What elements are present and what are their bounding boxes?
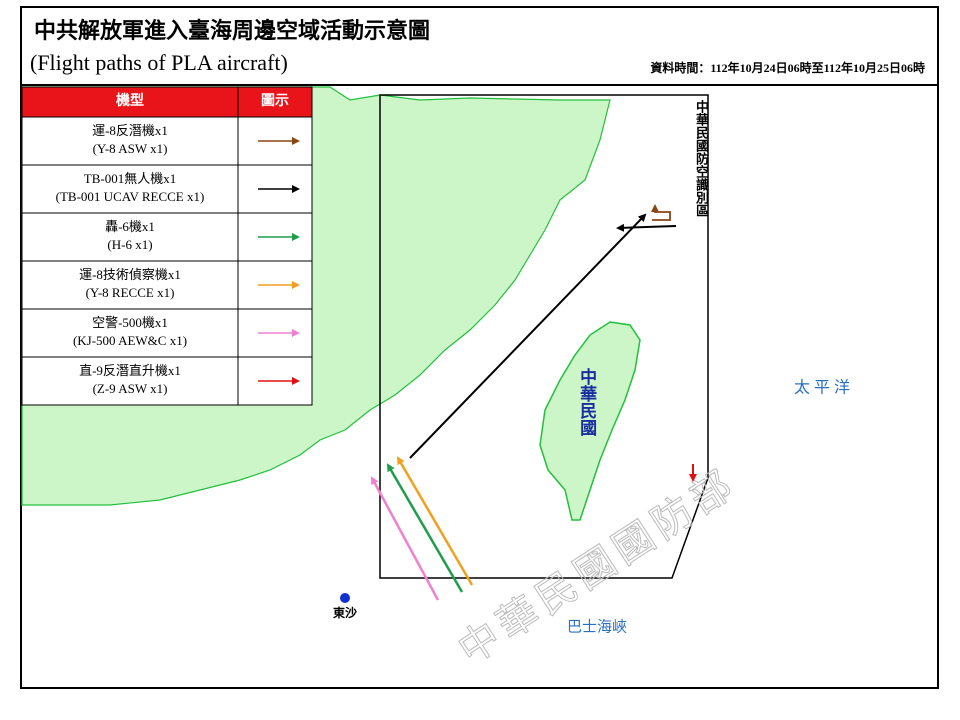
- legend-name-en: (Z-9 ASW x1): [93, 381, 168, 396]
- bashi-label: 巴士海峽: [567, 618, 627, 635]
- legend-name-en: (TB-001 UCAV RECCE x1): [56, 189, 205, 204]
- date: 資料時間：112年10月24日06時至112年10月25日06時: [650, 60, 925, 75]
- dongsha-label: 東沙: [333, 605, 357, 620]
- title: 中共解放軍進入臺海周邊空域活動示意圖: [34, 18, 430, 43]
- taiwan-island: [539, 321, 641, 521]
- flight-path: [616, 223, 677, 232]
- legend-name: 轟-6機x1: [105, 219, 155, 234]
- adiz-boundary: [379, 94, 709, 579]
- flight-path: [396, 456, 474, 586]
- taiwan-label: 中華民國: [577, 367, 597, 437]
- flight-path: [651, 204, 671, 221]
- legend-name: 空警-500機x1: [92, 315, 168, 330]
- flight-tracks: [370, 204, 697, 601]
- flight-path: [370, 476, 440, 601]
- pacific-label: 太 平 洋: [794, 379, 850, 397]
- legend-name-en: (Y-8 ASW x1): [93, 141, 168, 156]
- adiz-label: 中華民國防空識別區: [694, 99, 710, 217]
- legend-header: 圖示: [261, 92, 289, 109]
- legend-name: 直-9反潛直升機x1: [79, 363, 181, 378]
- subtitle: (Flight paths of PLA aircraft): [30, 50, 288, 75]
- legend-box: [21, 86, 313, 406]
- legend-header: 機型: [116, 92, 144, 109]
- legend-header-bg: [21, 86, 313, 118]
- legend-name: TB-001無人機x1: [84, 171, 176, 186]
- legend: 機型 圖示運-8反潛機x1 (Y-8 ASW x1) TB-001無人機x1 (TB-0…: [21, 86, 313, 406]
- legend-name: 運-8技術偵察機x1: [79, 267, 181, 282]
- legend-name: 運-8反潛機x1: [92, 123, 168, 138]
- dongsha-dot: [340, 593, 350, 603]
- legend-name-en: (Y-8 RECCE x1): [86, 285, 175, 300]
- flight-path: [409, 213, 647, 459]
- flight-path: [386, 463, 464, 593]
- legend-name-en: (H-6 x1): [107, 237, 152, 252]
- legend-name-en: (KJ-500 AEW&C x1): [73, 333, 187, 348]
